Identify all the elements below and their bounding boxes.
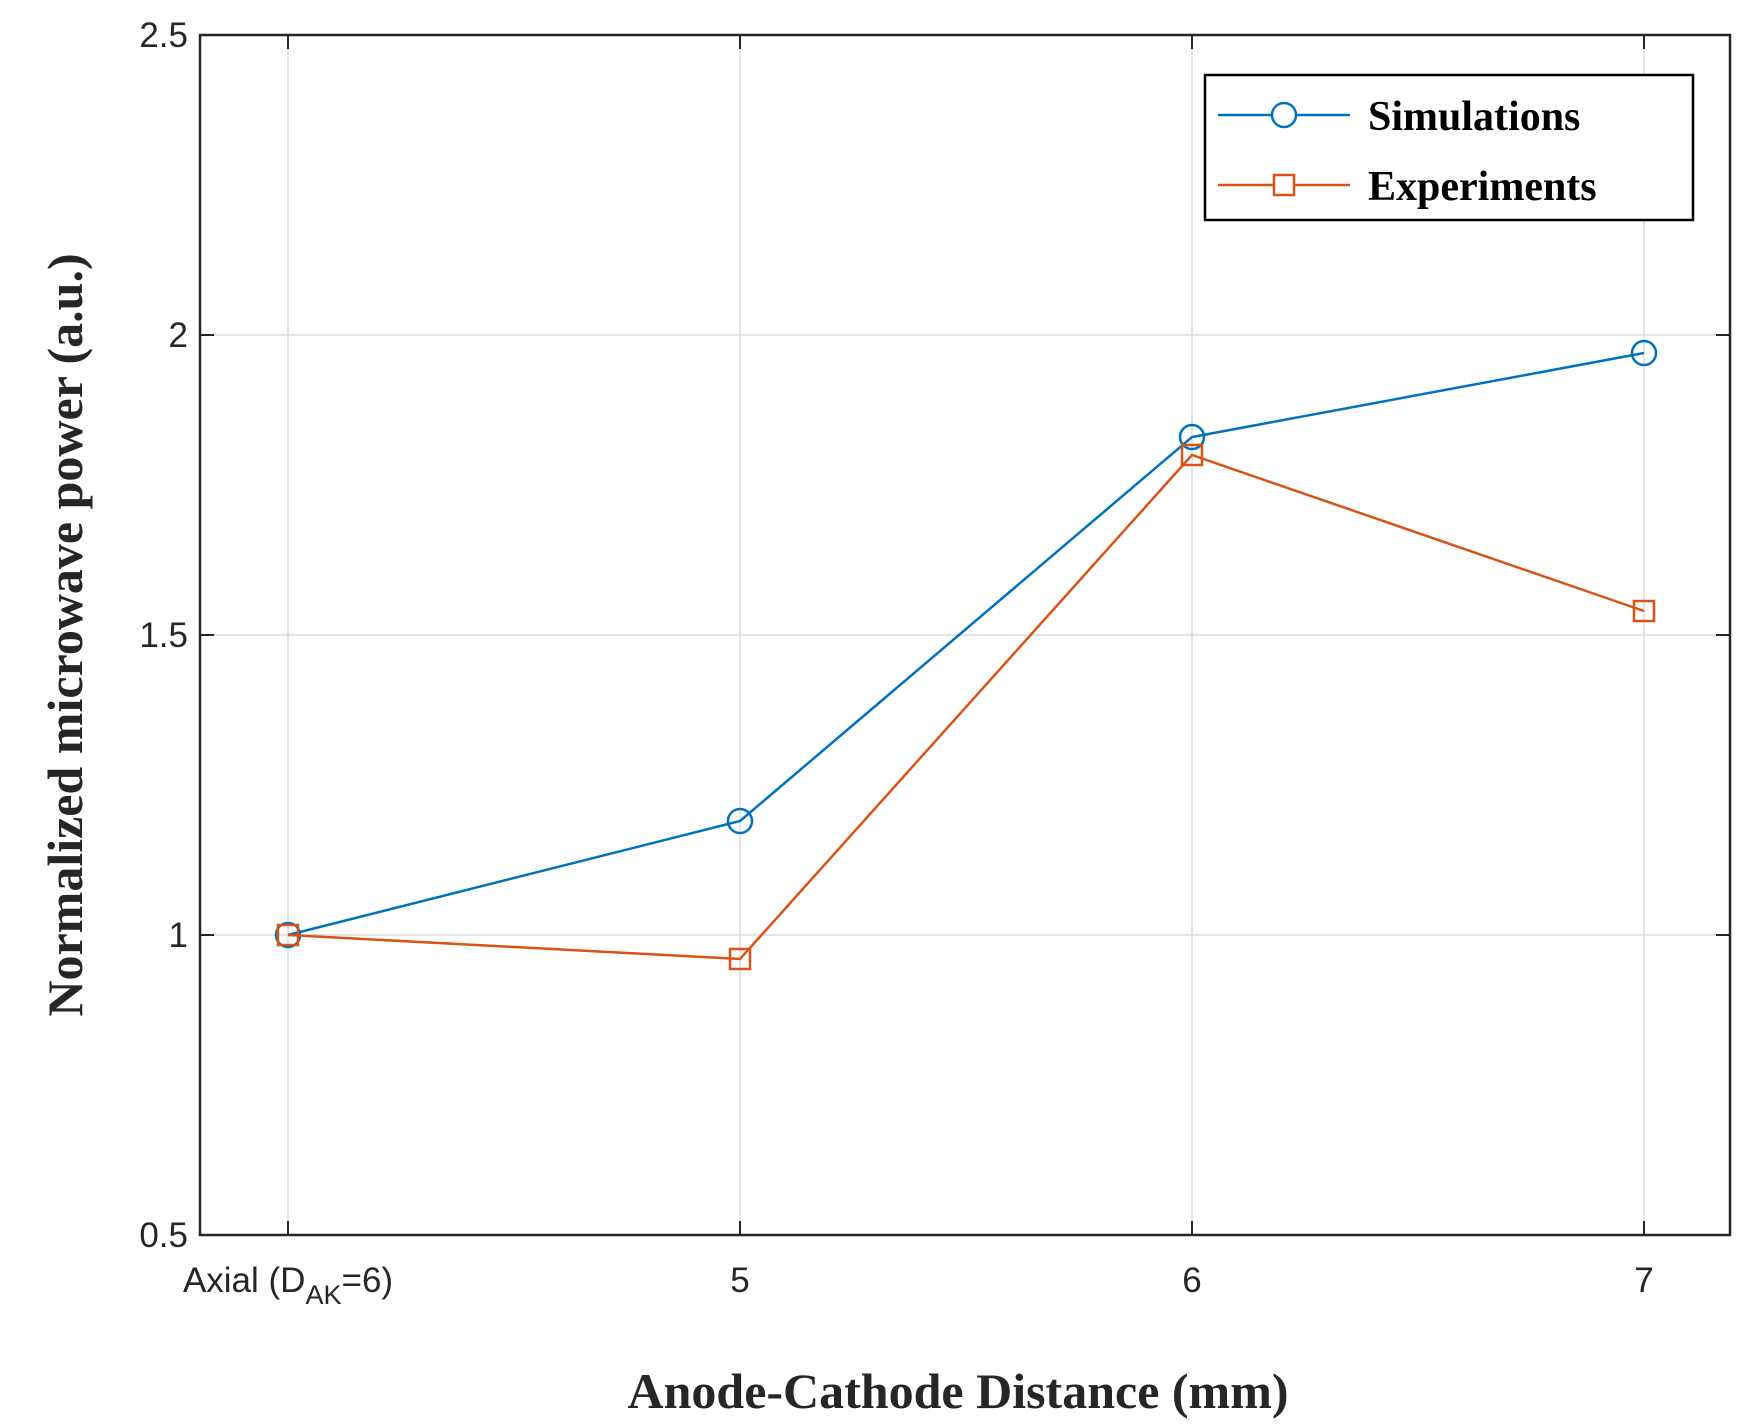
x-tick-label: 6 [1182,1261,1201,1300]
series-layer [274,339,1658,971]
legend: Simulations Experiments [1203,73,1695,222]
experiments-point-4 [1632,599,1656,623]
series-line-experiments [287,453,1645,961]
tick-marks [200,34,1730,1236]
simulations-point-3 [1178,423,1206,451]
experiments-point-1 [276,923,300,947]
grid-lines [200,35,1730,1235]
simulations-point-4 [1630,339,1658,367]
experiments-point-2 [728,947,752,971]
y-tick-label: 2 [169,316,188,355]
x-tick-label: Axial (DAK=6) [183,1261,393,1310]
y-tick-label: 2.5 [139,16,188,55]
x-tick-labels: Axial (DAK=6) 5 6 7 [183,1261,1654,1310]
x-tick-label: 7 [1634,1261,1653,1300]
y-tick-label: 1.5 [139,616,188,655]
legend-simulations-label: Simulations [1368,94,1580,140]
y-axis-title: Normalized microwave power (a.u.) [37,253,93,1016]
simulations-point-2 [726,807,754,835]
x-tick-label: 5 [730,1261,749,1300]
legend-experiments-marker [1272,173,1296,197]
y-tick-label: 1 [169,916,188,955]
experiments-point-3 [1180,443,1204,467]
legend-experiments-label: Experiments [1368,164,1597,210]
legend-simulations-marker [1270,101,1298,129]
x-axis-title: Anode-Cathode Distance (mm) [627,1363,1288,1419]
series-line-simulations [287,351,1645,937]
y-tick-label: 0.5 [139,1216,188,1255]
y-tick-labels: 0.5 1 1.5 2 2.5 [139,16,188,1255]
